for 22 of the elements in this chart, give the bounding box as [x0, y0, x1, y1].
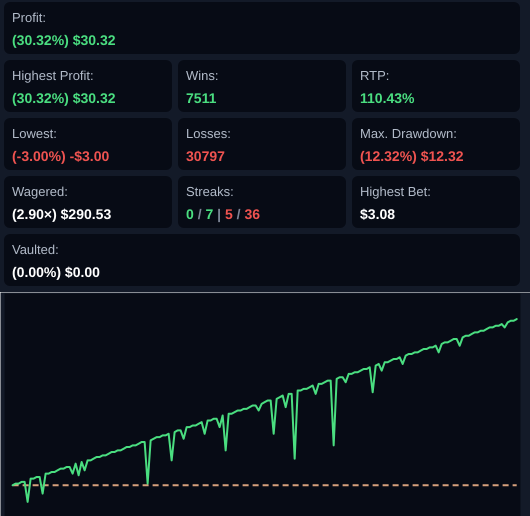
text: (-3.00%) -$3.00 [12, 148, 110, 164]
text: $3.08 [360, 206, 396, 222]
text: Wagered: [12, 184, 69, 200]
text: Vaulted: [12, 242, 60, 258]
text: Highest Bet: [360, 184, 432, 200]
text: (30.32%) $30.32 [12, 90, 116, 106]
text: 7511 [186, 90, 216, 106]
text: (12.32%) $12.32 [360, 148, 464, 164]
text: (30.32%) $30.32 [12, 32, 116, 48]
text: RTP: [360, 68, 390, 84]
text: Max. Drawdown: [360, 126, 458, 142]
text: (2.90×) $290.53 [12, 206, 112, 222]
text: Lowest: [12, 126, 58, 142]
text: Losses: [186, 126, 232, 142]
text: Profit: [12, 10, 47, 26]
text: (0.00%) $0.00 [12, 264, 100, 280]
text: Highest Profit: [12, 68, 95, 84]
text: Wins: [186, 68, 220, 84]
text: 30797 [186, 148, 225, 164]
text: 0 / 7 | 5 / 36 [186, 206, 260, 222]
text: 110.43% [360, 90, 414, 106]
text: Streaks: [186, 184, 235, 200]
